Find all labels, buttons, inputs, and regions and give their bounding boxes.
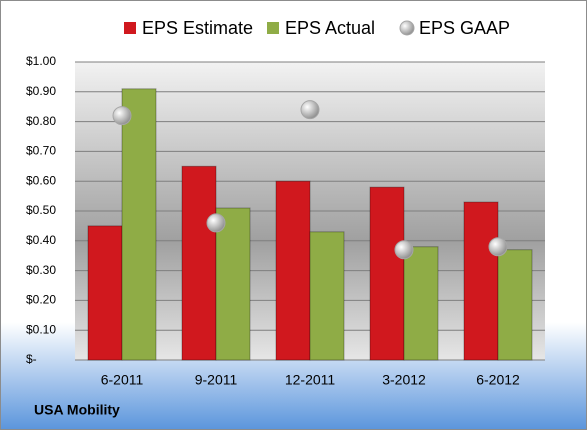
marker [394, 240, 414, 260]
y-tick-label: $0.90 [26, 84, 56, 98]
y-tick-label: $0.20 [26, 293, 56, 307]
marker [488, 237, 508, 257]
y-tick-label: $0.70 [26, 144, 56, 158]
x-tick-label: 6-2012 [476, 372, 520, 388]
bar [181, 165, 217, 361]
legend-label: EPS Actual [285, 18, 375, 38]
bar [463, 201, 499, 361]
legend-swatch [267, 22, 279, 34]
y-tick-label: $0.40 [26, 233, 56, 247]
x-tick-label: 9-2011 [195, 372, 238, 388]
bar [121, 88, 157, 361]
legend-swatch [399, 20, 415, 36]
legend-label: EPS Estimate [142, 18, 253, 38]
x-tick-label: 12-2011 [285, 372, 336, 388]
marker [300, 100, 320, 120]
y-tick-label: $1.00 [26, 54, 56, 68]
marker [112, 106, 132, 126]
y-tick-label: $- [26, 352, 37, 366]
y-tick-label: $0.50 [26, 203, 56, 217]
bar [309, 231, 345, 361]
y-tick-label: $0.30 [26, 263, 56, 277]
bar [369, 186, 405, 361]
y-tick-label: $0.10 [26, 322, 56, 336]
legend-swatch [124, 22, 136, 34]
x-tick-label: 6-2011 [101, 372, 144, 388]
x-tick-label: 3-2012 [382, 372, 426, 388]
legend-label: EPS GAAP [419, 18, 510, 38]
footer: USA Mobility [34, 402, 120, 418]
bar [497, 249, 533, 361]
bar [403, 246, 439, 361]
bar [215, 207, 251, 361]
y-tick-label: $0.80 [26, 114, 56, 128]
marker [206, 213, 226, 233]
bar [87, 225, 123, 361]
bar [275, 180, 311, 361]
y-tick-label: $0.60 [26, 173, 56, 187]
